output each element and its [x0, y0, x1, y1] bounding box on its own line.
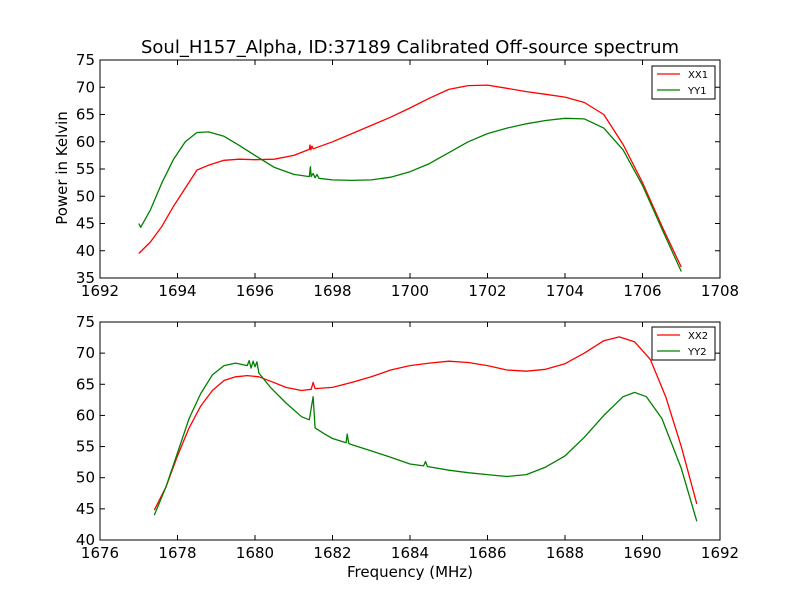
- y-tick-label: 35: [76, 269, 95, 287]
- x-tick-label: 1690: [623, 544, 661, 562]
- x-axis-label: Frequency (MHz): [347, 563, 473, 581]
- chart-panel-2: 1676 1678 1680 1682 1684 1686 1688 1690 1692 40 45…: [76, 313, 739, 562]
- series-line-xx2: [153, 336, 698, 511]
- x-tick-label: 1704: [546, 282, 584, 300]
- x-tick-label: 1692: [81, 282, 119, 300]
- x-tick-label: 1686: [468, 544, 506, 562]
- y-tick-label: 70: [76, 78, 95, 96]
- y-tick-label: 40: [76, 242, 95, 260]
- x-tick-label: 1678: [158, 544, 196, 562]
- x-tick-label: 1706: [623, 282, 661, 300]
- y-tick-label: 45: [76, 215, 95, 233]
- y-tick-label: 45: [76, 500, 95, 518]
- y-tick-label: 50: [76, 469, 95, 487]
- y-tick-label: 65: [76, 375, 95, 393]
- x-tick-label: 1684: [391, 544, 429, 562]
- legend-label-yy2: YY2: [687, 347, 707, 358]
- y-tick-label: 40: [76, 531, 95, 549]
- x-tick-label: 1702: [468, 282, 506, 300]
- x-tick-label: 1682: [313, 544, 351, 562]
- chart-panel-1: 1692 1694 1696 1698 1700 1702 1704 1706 1708 35 40…: [76, 51, 739, 300]
- legend-label-xx1: XX1: [688, 70, 708, 81]
- x-tick-label: 1696: [236, 282, 274, 300]
- x-tick-label: 1700: [391, 282, 429, 300]
- y-tick-label: 55: [76, 438, 95, 456]
- x-tick-label: 1694: [158, 282, 196, 300]
- x-tick-label: 1688: [546, 544, 584, 562]
- series-line-xx1: [138, 84, 682, 268]
- y-tick-label: 75: [76, 313, 95, 331]
- y-tick-label: 50: [76, 187, 95, 205]
- series-line-yy1: [138, 117, 682, 272]
- y-axis-label: Power in Kelvin: [53, 111, 71, 225]
- plot-frame: [99, 321, 721, 541]
- x-tick-label: 1708: [701, 282, 739, 300]
- series-line-yy2: [153, 359, 698, 522]
- y-tick-label: 75: [76, 51, 95, 69]
- x-tick-label: 1692: [701, 544, 739, 562]
- legend-label-xx2: XX2: [688, 331, 708, 342]
- y-tick-label: 60: [76, 406, 95, 424]
- x-tick-label: 1676: [81, 544, 119, 562]
- x-tick-label: 1680: [236, 544, 274, 562]
- plot-frame: [99, 59, 721, 279]
- x-tick-label: 1698: [313, 282, 351, 300]
- y-tick-label: 70: [76, 344, 95, 362]
- legend-box: [651, 65, 716, 100]
- y-tick-label: 60: [76, 133, 95, 151]
- y-tick-label: 65: [76, 106, 95, 124]
- legend-box: [651, 326, 716, 361]
- y-tick-label: 55: [76, 160, 95, 178]
- chart-title: Soul_H157_Alpha, ID:37189 Calibrated Off…: [141, 37, 679, 58]
- legend-label-yy1: YY1: [687, 86, 707, 97]
